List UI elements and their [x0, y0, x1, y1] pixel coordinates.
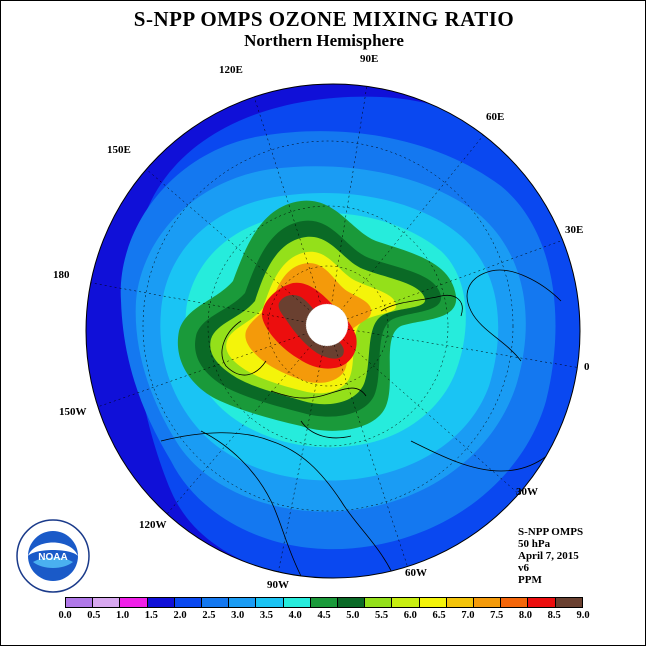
lon-label-0: 0	[584, 361, 590, 373]
colorbar-swatch	[120, 598, 148, 607]
lon-label-180: 180	[53, 269, 70, 281]
colorbar-swatch	[501, 598, 529, 607]
colorbar-tick-label: 4.5	[317, 610, 331, 621]
info-units: PPM	[518, 574, 542, 586]
lon-label-150w: 150W	[59, 406, 87, 418]
lon-label-120e: 120E	[219, 64, 243, 76]
colorbar-swatch	[93, 598, 121, 607]
colorbar-tick-label: 2.0	[173, 610, 187, 621]
colorbar-tick-label: 2.5	[202, 610, 216, 621]
colorbar-tick-label: 0.5	[87, 610, 101, 621]
colorbar-tick-label: 5.5	[374, 610, 389, 621]
colorbar-swatch	[283, 598, 311, 607]
colorbar-swatch	[229, 598, 257, 607]
colorbar-swatch	[338, 598, 366, 607]
logo-text: NOAA	[38, 552, 67, 563]
colorbar-tick-label: 1.5	[144, 610, 158, 621]
colorbar-tick-label: 3.0	[231, 610, 245, 621]
page-subtitle: Northern Hemisphere	[244, 31, 404, 50]
colorbar-tick-label: 7.5	[490, 610, 504, 621]
colorbar-swatch	[446, 598, 475, 607]
colorbar-swatch	[256, 598, 284, 607]
graticule	[86, 84, 580, 578]
polar-no-data-circle	[305, 303, 349, 347]
info-instrument: S-NPP OMPS	[518, 526, 584, 538]
colorbar-tick-label: 6.5	[432, 610, 446, 621]
colorbar-swatch	[147, 598, 175, 607]
colorbar-swatch	[66, 598, 94, 607]
colorbar-tick-label: 8.0	[518, 610, 532, 621]
noaa-logo: NOAA	[16, 519, 90, 593]
colorbar-swatch	[365, 598, 393, 607]
colorbar-tick-label: 8.5	[547, 610, 561, 621]
map-boundary	[85, 83, 581, 579]
lon-label-90w: 90W	[267, 579, 289, 591]
colorbar-tick-label: 3.5	[259, 610, 273, 621]
colorbar-swatch	[310, 598, 339, 607]
lon-label-30w: 30W	[516, 486, 538, 498]
colorbar	[65, 597, 583, 608]
info-pressure: 50 hPa	[518, 538, 551, 550]
colorbar-swatch	[174, 598, 203, 607]
colorbar-swatch	[419, 598, 447, 607]
lon-label-120w: 120W	[139, 519, 167, 531]
colorbar-tick-label: 6.0	[403, 610, 417, 621]
lon-label-90e: 90E	[360, 53, 379, 65]
colorbar-tick-label: 5.0	[346, 610, 360, 621]
coastlines	[160, 269, 577, 578]
lon-label-150e: 150E	[107, 144, 131, 156]
info-date: April 7, 2015	[518, 550, 579, 562]
colorbar-tick-label: 1.0	[115, 610, 130, 621]
lon-label-60e: 60E	[486, 111, 505, 123]
colorbar-ticks: 0.0 0.5 1.0 1.5 2.0 2.5 3.0 3.5 4.0 4.5 5.0 5.5 6.0 6…	[58, 610, 589, 624]
colorbar-swatch	[202, 598, 230, 607]
ozone-field	[86, 84, 580, 578]
colorbar-swatch	[474, 598, 502, 607]
colorbar-tick-label: 4.0	[288, 610, 302, 621]
colorbar-swatch	[528, 598, 556, 607]
info-box: S-NPP OMPS 50 hPa April 7, 2015 v6 PPM	[518, 526, 583, 586]
colorbar-tick-label: 9.0	[576, 610, 590, 621]
colorbar-swatch	[555, 598, 582, 607]
lon-label-60w: 60W	[405, 567, 427, 579]
info-version: v6	[518, 562, 529, 574]
lon-label-30e: 30E	[565, 224, 584, 236]
page-title: S-NPP OMPS OZONE MIXING RATIO	[133, 7, 515, 31]
colorbar-swatch	[392, 598, 420, 607]
colorbar-tick-label: 0.0	[58, 610, 72, 621]
colorbar-tick-label: 7.0	[461, 610, 475, 621]
